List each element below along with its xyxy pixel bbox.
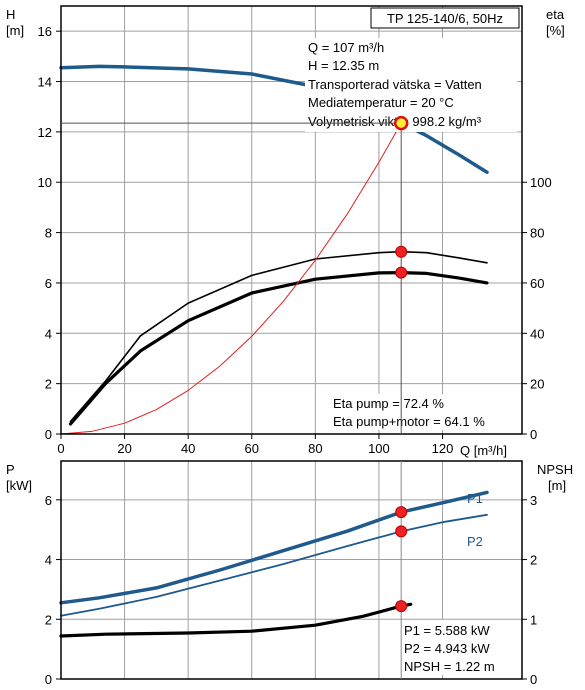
bottom-plot-frame	[60, 460, 523, 680]
p-axis-unit: [kW]	[6, 478, 32, 493]
info-temperature: Mediatemperatur = 20 °C	[308, 95, 454, 110]
title-box	[370, 7, 520, 29]
info-eta-pump-motor: Eta pump+motor = 64.1 %	[333, 414, 485, 429]
p1-curve	[59, 490, 489, 605]
system-curve	[60, 122, 402, 435]
eta-pump-motor-curve	[68, 271, 489, 426]
x-tick-label: 20	[117, 441, 131, 456]
right-tick-label: 0	[530, 427, 537, 442]
npsh-axis-title: NPSH	[537, 462, 573, 477]
right-tick-label: 60	[530, 276, 544, 291]
x-tick-label: 80	[308, 441, 322, 456]
p1-marker	[395, 506, 408, 519]
top-ticks: 0 2 4 6 8 10 12 14 16 0 20 40 60 80 100 0 20 40 60 80 100 120	[38, 24, 552, 456]
left-tick-label: 6	[45, 493, 52, 508]
x-tick-label: 0	[57, 441, 64, 456]
top-plot-frame	[60, 5, 523, 435]
left-tick-label: 14	[38, 75, 52, 90]
right-tick-label: 40	[530, 326, 544, 341]
left-tick-label: 0	[45, 672, 52, 687]
q-axis-label: Q [m³/h]	[460, 443, 507, 458]
eta-pump-marker	[395, 245, 408, 258]
x-tick-label: 40	[181, 441, 195, 456]
info-eta-pump: Eta pump = 72.4 %	[333, 396, 444, 411]
npsh-marker	[395, 600, 408, 613]
eta-info: Eta pump = 72.4 % Eta pump+motor = 64.1 …	[330, 394, 518, 430]
x-tick-label: 60	[245, 441, 259, 456]
left-tick-label: 8	[45, 226, 52, 241]
x-tick-label: 120	[432, 441, 454, 456]
left-tick-label: 4	[45, 553, 52, 568]
bottom-ticks: 0 2 4 6 0 1 2 3	[45, 493, 537, 687]
info-h: H = 12.35 m	[308, 58, 379, 73]
right-tick-label: 20	[530, 377, 544, 392]
right-tick-label: 100	[530, 175, 552, 190]
info-npsh: NPSH = 1.22 m	[404, 659, 495, 674]
x-tick-label: 100	[368, 441, 390, 456]
left-tick-label: 0	[45, 427, 52, 442]
left-tick-label: 10	[38, 175, 52, 190]
left-tick-label: 2	[45, 612, 52, 627]
info-p1: P1 = 5.588 kW	[404, 623, 490, 638]
left-tick-label: 16	[38, 24, 52, 39]
h-axis-title: H	[6, 7, 15, 22]
right-tick-label: 80	[530, 226, 544, 241]
left-tick-label: 4	[45, 326, 52, 341]
eta-pump-motor-marker	[395, 266, 408, 279]
duty-point-marker	[393, 115, 409, 131]
eta-pump-curve	[69, 250, 488, 423]
info-q: Q = 107 m³/h	[308, 40, 384, 55]
left-tick-label: 12	[38, 125, 52, 140]
operating-info: Q = 107 m³/h H = 12.35 m Transporterad v…	[305, 38, 517, 132]
eta-axis-title: eta	[546, 7, 565, 22]
right-tick-label: 2	[530, 553, 537, 568]
left-tick-label: 2	[45, 377, 52, 392]
info-liquid: Transporterad vätska = Vatten	[308, 77, 482, 92]
bottom-series	[59, 490, 489, 638]
chart-title: TP 125-140/6, 50Hz	[387, 11, 503, 26]
left-tick-label: 6	[45, 276, 52, 291]
p1-series-label: P1	[467, 491, 483, 506]
right-tick-label: 3	[530, 493, 537, 508]
right-tick-label: 0	[530, 672, 537, 687]
p2-marker	[395, 525, 408, 538]
info-p2: P2 = 4.943 kW	[404, 641, 490, 656]
bottom-markers	[395, 461, 408, 679]
right-tick-label: 1	[530, 612, 537, 627]
p-axis-title: P	[6, 462, 15, 477]
npsh-axis-unit: [m]	[548, 478, 566, 493]
npsh-curve	[59, 602, 413, 638]
p2-series-label: P2	[467, 534, 483, 549]
p2-curve	[60, 513, 488, 617]
eta-axis-unit: [%]	[546, 23, 565, 38]
power-info: P1 = 5.588 kW P2 = 4.943 kW NPSH = 1.22 …	[400, 620, 518, 675]
h-axis-unit: [m]	[6, 23, 24, 38]
top-markers	[61, 115, 409, 434]
